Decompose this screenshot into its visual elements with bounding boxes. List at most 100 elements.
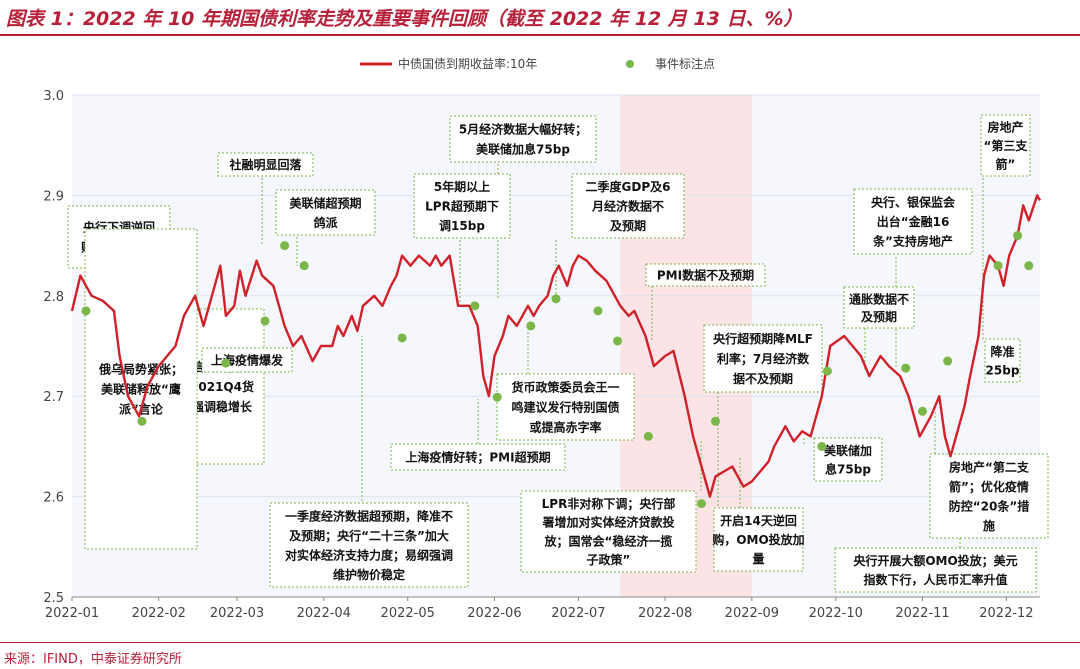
annotation-box: 社融明显回落	[217, 152, 314, 177]
annotation-text: LPR超预期下	[425, 199, 499, 214]
annotation-frame	[449, 115, 597, 163]
annotation-box: 上海疫情爆发	[201, 347, 293, 373]
annotations: 央行下调逆回购、MLF利率社融、信贷大幅超预期；2021Q4货政报告强调稳增长俄…	[67, 114, 1049, 593]
x-tick-label: 2022-09	[725, 606, 779, 621]
event-marker	[643, 431, 653, 441]
legend: 中债国债到期收益率:10年 事件标注点	[360, 56, 715, 71]
annotation-text: 货币政策委员会王一	[511, 380, 619, 395]
event-marker	[492, 392, 502, 402]
annotation-text: 量	[752, 552, 764, 566]
annotation-text: 鸽派	[313, 215, 338, 230]
annotation-text: 开启14天逆回	[720, 513, 797, 528]
annotation-text: 一季度经济数据超预期，降准不	[285, 508, 453, 523]
event-marker	[710, 416, 720, 426]
annotation-box: 一季度经济数据超预期，降准不及预期；央行“二十三条”加大对实体经济支持力度；易纲…	[269, 502, 469, 588]
annotation-text: 防控“20条”措	[949, 498, 1029, 513]
event-marker	[917, 406, 927, 416]
event-marker	[1013, 231, 1023, 241]
y-tick-label: 3.0	[43, 89, 64, 104]
event-marker	[613, 336, 623, 346]
annotation-box: PMI数据不及预期	[645, 263, 766, 287]
annotation-text: 25bp	[986, 363, 1020, 377]
annotation-text: 据不及预期	[733, 371, 793, 386]
annotation-text: 及预期；央行“二十三条”加大	[289, 528, 449, 543]
event-marker	[526, 321, 536, 331]
annotation-text: 署增加对实体经济贷款投	[541, 515, 674, 530]
event-marker	[817, 441, 827, 451]
chart-area: 央行下调逆回购、MLF利率社融、信贷大幅超预期；2021Q4货政报告强调稳增长俄…	[43, 56, 1049, 621]
annotation-frame	[843, 286, 915, 329]
event-marker	[470, 301, 480, 311]
annotation-text: 美联储超预期	[289, 195, 361, 210]
annotation-frame	[984, 338, 1021, 383]
annotation-text: LPR非对称下调；央行部	[542, 496, 676, 511]
chart-title: 图表 1：2022 年 10 年期国债利率走势及重要事件回顾（截至 2022 年…	[6, 8, 803, 30]
annotation-text: 利率；7月经济数	[717, 351, 810, 366]
event-marker	[137, 416, 147, 426]
x-tick-label: 2022-12	[979, 606, 1033, 621]
event-marker	[81, 306, 91, 316]
annotation-frame	[413, 173, 511, 239]
x-tick-label: 2022-08	[638, 606, 692, 621]
annotation-text: 及预期	[861, 309, 897, 324]
annotation-text: 月经济数据不	[591, 199, 664, 214]
y-tick-label: 2.5	[43, 591, 64, 606]
event-marker	[993, 261, 1003, 271]
annotation-frame	[571, 173, 685, 239]
annotation-text: 对实体经济支持力度；易纲强调	[285, 547, 453, 562]
annotation-text: “第三支	[984, 138, 1029, 153]
annotation-frame	[980, 114, 1031, 177]
annotation-text: 房地产	[987, 120, 1023, 135]
event-marker	[943, 356, 953, 366]
annotation-text: 5年期以上	[434, 179, 490, 194]
legend-marker-swatch	[626, 60, 634, 68]
annotation-frame	[269, 502, 469, 588]
y-tick-label: 2.6	[43, 491, 64, 506]
event-marker	[696, 499, 706, 509]
x-tick-label: 2022-07	[551, 606, 605, 621]
source-rule	[0, 642, 1080, 643]
event-marker	[1024, 261, 1034, 271]
event-marker	[593, 306, 603, 316]
annotation-box: 俄乌局势紧张；美联储释放“鹰派”言论	[84, 228, 198, 550]
annotation-text: 购，OMO投放加	[712, 532, 804, 547]
annotation-text: 指数下行，人民币汇率升值	[863, 572, 1007, 587]
annotation-text: 箭”；优化疫情	[949, 479, 1029, 494]
annotation-text: 降准	[990, 344, 1014, 359]
annotation-frame	[929, 453, 1049, 539]
annotation-text: 房地产“第二支	[949, 459, 1030, 474]
annotation-frame	[853, 188, 973, 255]
event-marker	[822, 366, 832, 376]
annotation-frame	[713, 507, 804, 572]
legend-label-yield: 中债国债到期收益率:10年	[398, 56, 537, 71]
x-tick-label: 2022-10	[809, 606, 863, 621]
annotation-text: 美联储加	[824, 443, 872, 458]
annotation-text: 或提高赤字率	[529, 420, 601, 435]
event-marker	[299, 261, 309, 271]
annotation-text: 箭”	[996, 156, 1016, 171]
x-tick-label: 2022-01	[45, 606, 99, 621]
annotation-text: 央行超预期降MLF	[713, 331, 813, 346]
y-tick-label: 2.7	[43, 390, 64, 405]
x-tick-label: 2022-02	[132, 606, 186, 621]
x-tick-label: 2022-05	[381, 606, 435, 621]
annotation-text: 美联储释放“鹰	[101, 382, 181, 397]
annotation-text: 条”支持房地产	[872, 234, 953, 249]
annotation-text: 鸣建议发行特别国债	[511, 400, 619, 415]
annotation-text: 上海疫情好转；PMI超预期	[405, 450, 550, 465]
title-rule	[0, 34, 1080, 36]
annotation-frame	[84, 228, 198, 550]
annotation-box: 降准 25bp	[984, 338, 1021, 383]
event-marker	[397, 333, 407, 343]
annotation-frame	[275, 189, 376, 236]
axes: 2.5 2.6 2.7 2.8 2.9 3.0 2022-01 2022-02 2022-03 2…	[43, 89, 1040, 621]
event-marker	[901, 363, 911, 373]
annotation-text: 施	[983, 518, 995, 533]
annotation-text: 维护物价稳定	[333, 567, 405, 582]
